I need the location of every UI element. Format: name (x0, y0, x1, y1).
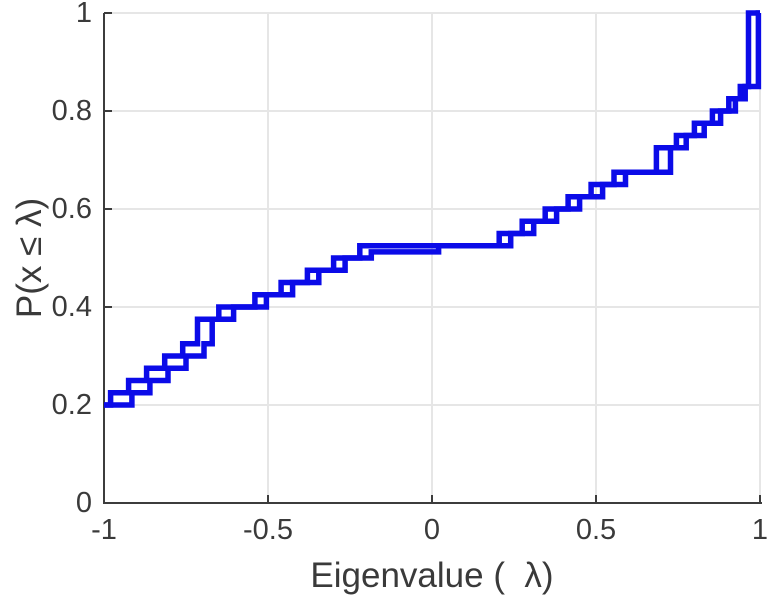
x-tick-label: 0.5 (575, 514, 617, 546)
y-tick-label: 0.8 (51, 95, 92, 127)
ecdf-step-line-2 (104, 10, 762, 408)
ecdf-step-line-1 (104, 10, 760, 408)
y-tick-label: 0.6 (51, 193, 92, 225)
y-tick-label: 1 (75, 0, 92, 29)
y-tick-label: 0.4 (51, 291, 92, 323)
x-axis-label: Eigenvalue ( λ) (310, 556, 554, 595)
x-tick-label: 0 (423, 514, 441, 546)
y-tick-label: 0 (75, 487, 92, 519)
x-tick-label: -0.5 (243, 514, 293, 546)
x-tick-label: 1 (751, 514, 768, 546)
y-tick-label: 0.2 (51, 389, 92, 421)
x-tick-label: -1 (91, 514, 117, 546)
